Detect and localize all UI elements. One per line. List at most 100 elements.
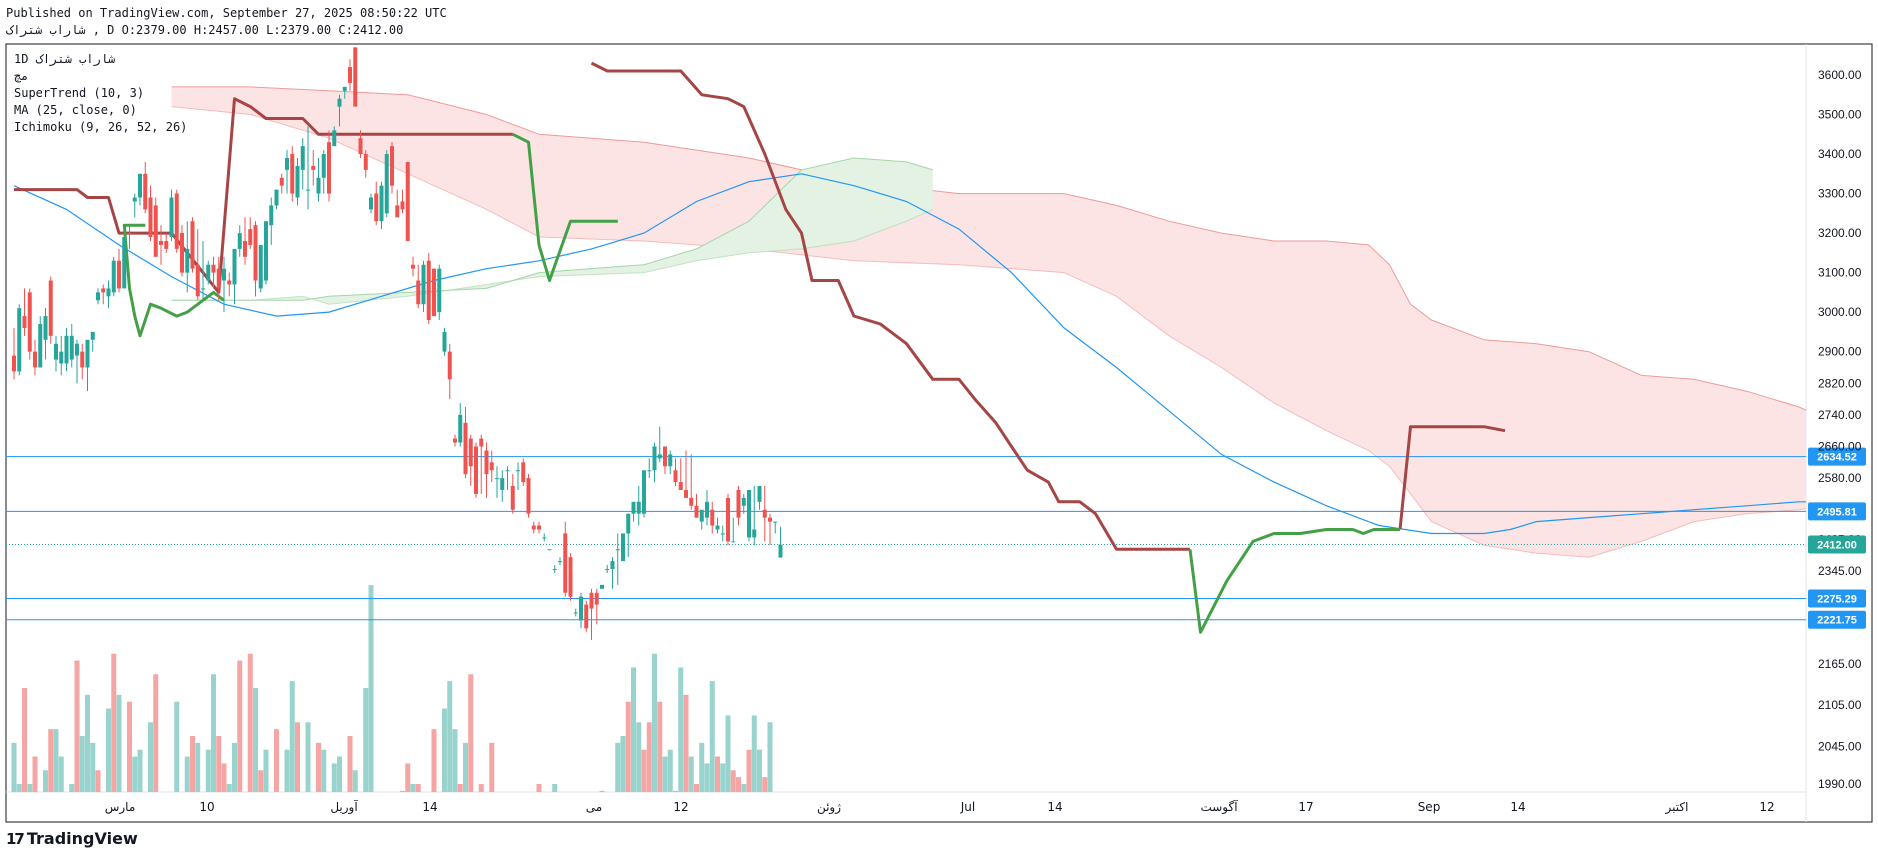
candle-body[interactable] xyxy=(138,173,142,198)
candle-body[interactable] xyxy=(453,438,457,443)
candle-body[interactable] xyxy=(33,351,37,368)
candle-body[interactable] xyxy=(101,288,106,293)
candle-body[interactable] xyxy=(537,525,541,530)
candle-body[interactable] xyxy=(720,533,725,535)
candle-body[interactable] xyxy=(122,237,127,289)
candle-body[interactable] xyxy=(17,308,22,372)
candle-body[interactable] xyxy=(164,240,169,249)
candle-body[interactable] xyxy=(358,138,363,155)
candle-body[interactable] xyxy=(342,86,347,91)
candle-body[interactable] xyxy=(426,260,431,321)
legend-supertrend[interactable]: SuperTrend (10, 3) xyxy=(14,86,144,100)
legend-ma[interactable]: MA (25, close, 0) xyxy=(14,103,137,117)
candle-body[interactable] xyxy=(400,201,405,210)
candle-body[interactable] xyxy=(374,193,379,222)
candle-body[interactable] xyxy=(705,501,709,518)
candle-body[interactable] xyxy=(80,351,85,368)
candle-body[interactable] xyxy=(647,470,652,472)
candle-body[interactable] xyxy=(64,335,69,364)
candle-body[interactable] xyxy=(195,264,200,297)
candle-body[interactable] xyxy=(190,221,195,269)
candle-body[interactable] xyxy=(663,446,667,467)
candle-body[interactable] xyxy=(106,288,111,297)
candle-body[interactable] xyxy=(285,157,289,170)
candle-body[interactable] xyxy=(353,47,358,107)
candle-body[interactable] xyxy=(605,569,610,571)
candle-body[interactable] xyxy=(321,154,326,178)
candle-body[interactable] xyxy=(337,98,342,107)
candle-body[interactable] xyxy=(311,165,316,170)
candle-body[interactable] xyxy=(384,154,389,214)
candle-body[interactable] xyxy=(642,470,646,514)
candle-body[interactable] xyxy=(206,264,211,281)
candle-body[interactable] xyxy=(132,197,137,202)
candle-body[interactable] xyxy=(479,438,484,447)
candle-body[interactable] xyxy=(757,486,762,502)
candle-body[interactable] xyxy=(615,549,620,551)
candle-body[interactable] xyxy=(463,422,468,475)
candle-body[interactable] xyxy=(521,462,526,483)
candle-body[interactable] xyxy=(762,509,767,518)
legend-ichimoku[interactable]: Ichimoku (9, 26, 52, 26) xyxy=(14,120,187,134)
candle-body[interactable] xyxy=(185,248,190,273)
candle-body[interactable] xyxy=(600,584,604,589)
candle-body[interactable] xyxy=(379,185,384,222)
candle-body[interactable] xyxy=(411,264,415,269)
candle-body[interactable] xyxy=(316,177,321,194)
candle-body[interactable] xyxy=(657,454,662,459)
candle-body[interactable] xyxy=(636,501,641,514)
candle-body[interactable] xyxy=(300,146,305,170)
candle-body[interactable] xyxy=(726,497,730,542)
candle-body[interactable] xyxy=(264,221,268,281)
candle-body[interactable] xyxy=(710,509,715,526)
candle-body[interactable] xyxy=(558,561,562,563)
candle-body[interactable] xyxy=(43,316,48,340)
candle-body[interactable] xyxy=(117,260,121,289)
candle-body[interactable] xyxy=(237,233,242,249)
candle-body[interactable] xyxy=(752,529,757,538)
candle-body[interactable] xyxy=(148,197,153,238)
candle-body[interactable] xyxy=(621,533,625,562)
candle-body[interactable] xyxy=(274,189,279,206)
candle-body[interactable] xyxy=(747,489,751,538)
candle-body[interactable] xyxy=(363,154,368,170)
candle-body[interactable] xyxy=(741,497,746,506)
candle-body[interactable] xyxy=(395,205,400,218)
candle-body[interactable] xyxy=(495,478,499,480)
candle-body[interactable] xyxy=(279,177,284,186)
candle-body[interactable] xyxy=(159,240,163,245)
candle-body[interactable] xyxy=(201,288,205,290)
tradingview-logo[interactable]: 17 TradingView xyxy=(6,829,138,848)
candle-body[interactable] xyxy=(432,268,436,317)
candle-body[interactable] xyxy=(248,229,253,245)
candle-body[interactable] xyxy=(568,557,573,597)
candle-body[interactable] xyxy=(253,225,258,281)
candle-body[interactable] xyxy=(684,489,688,498)
candle-body[interactable] xyxy=(579,596,583,621)
candle-body[interactable] xyxy=(573,612,578,614)
candle-body[interactable] xyxy=(111,260,116,293)
candle-body[interactable] xyxy=(626,513,631,534)
candle-body[interactable] xyxy=(295,165,300,198)
candle-body[interactable] xyxy=(715,525,720,530)
candle-body[interactable] xyxy=(332,130,337,147)
candle-body[interactable] xyxy=(458,414,463,443)
candle-body[interactable] xyxy=(416,280,421,305)
candle-body[interactable] xyxy=(369,197,373,210)
candle-body[interactable] xyxy=(489,462,494,471)
candle-body[interactable] xyxy=(594,592,599,605)
candle-body[interactable] xyxy=(12,355,16,372)
candle-body[interactable] xyxy=(143,173,148,210)
candle-body[interactable] xyxy=(484,450,489,475)
candle-body[interactable] xyxy=(243,240,247,257)
candle-body[interactable] xyxy=(75,343,79,356)
candle-body[interactable] xyxy=(38,323,43,368)
candle-body[interactable] xyxy=(290,154,295,194)
candle-body[interactable] xyxy=(306,189,310,191)
candle-body[interactable] xyxy=(673,470,678,483)
candle-body[interactable] xyxy=(437,268,442,313)
candle-body[interactable] xyxy=(85,339,90,368)
candle-body[interactable] xyxy=(547,549,552,551)
candle-body[interactable] xyxy=(694,505,699,518)
